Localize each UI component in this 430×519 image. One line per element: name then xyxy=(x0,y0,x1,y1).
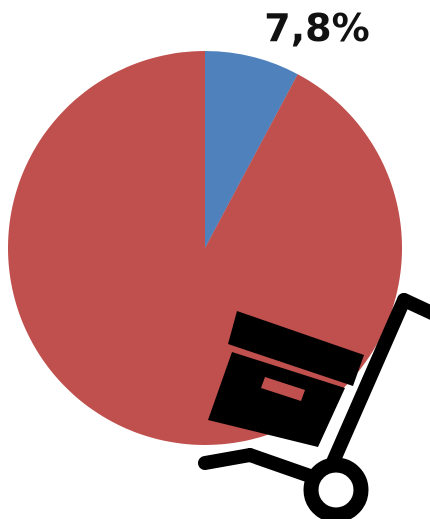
hand-truck-with-box-icon xyxy=(198,293,430,519)
slice-label-percent: 7,8% xyxy=(264,6,369,50)
pie-slice-1 xyxy=(7,51,402,445)
pie-slice-0 xyxy=(205,51,298,248)
pie-slices xyxy=(7,51,402,445)
